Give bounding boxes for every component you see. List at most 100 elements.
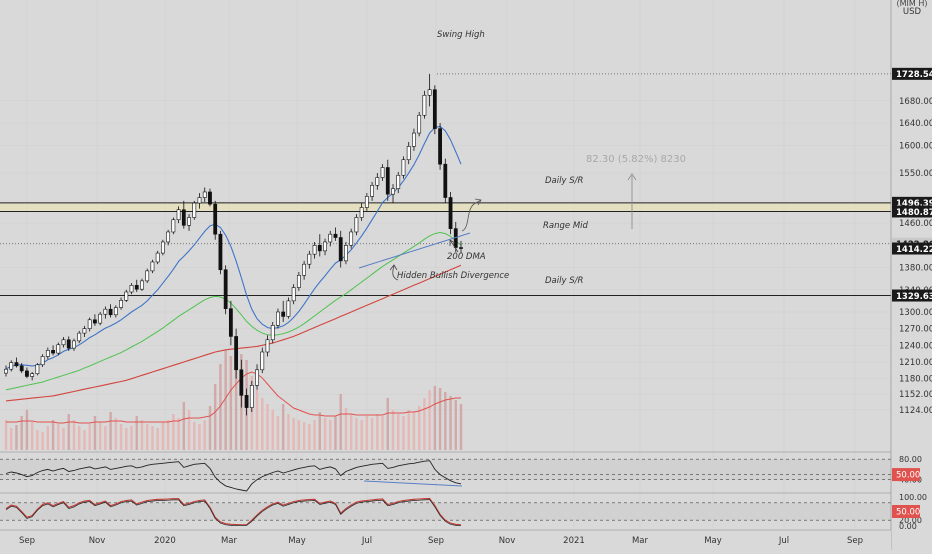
measure-label: 82.30 (5.82%) 8230 [586,154,686,165]
volume-bar [109,412,112,450]
divergence-pointer-head [389,264,398,271]
candle-body [119,300,123,308]
price-badge-label: 1728.54 [896,70,932,80]
volume-bar [57,424,60,450]
volume-bar [208,406,212,450]
candle-body [291,287,296,302]
stoch-axis-tick-label: 20.00 [899,516,922,525]
volume-bar [229,356,233,450]
indicator-badge-label: 50.00 [896,508,920,518]
candle-body [448,197,453,229]
volume-bar [386,398,389,450]
volume-bar [297,420,301,450]
candle-body [276,311,280,326]
volume-bar [146,424,149,450]
volume-bar [349,414,353,450]
volume-bar [98,422,102,450]
candle-body [359,207,364,218]
price-axis-tick-label: 1640.00 [899,119,932,129]
candle-body [307,253,312,265]
volume-bar [365,416,369,450]
volume-bar [104,426,107,450]
volume-bar [444,392,447,450]
volume-bar [308,424,311,450]
time-axis-background [0,530,891,550]
currency-unit: (MIM H) [897,0,928,8]
projection-arrow [461,199,482,232]
time-axis-tick-label: Nov [89,536,106,546]
candle-body [406,146,411,161]
volume-bar [156,428,159,450]
candle-body [98,313,103,324]
candle-body [364,196,369,208]
candle-body [312,245,317,255]
time-axis-tick-label: Mar [632,536,649,546]
divergence-trendline-rsi [363,480,463,487]
volume-bar [130,426,133,450]
volume-ma-line [6,371,461,424]
indicator-badge [892,505,920,518]
volume-bar [433,386,437,450]
volume-bar [391,410,395,450]
candle-body [344,245,348,262]
price-badge-label: 1329.63 [896,292,932,302]
volume-bar [51,420,55,450]
time-axis-tick-label: Sep [428,536,444,546]
ma-50-line [5,231,462,391]
divergence-trendline-price [358,232,471,269]
volume-bar [449,396,452,450]
volume-bar [261,398,264,450]
time-axis-tick-label: Nov [499,536,516,546]
volume-bar [360,420,363,450]
candle-body [270,325,275,341]
candle-body [281,311,286,317]
volume-bar [234,362,238,450]
volume-bar [407,410,410,450]
volume-bar [20,416,23,450]
volume-bar [344,408,348,450]
time-axis-tick-label: Sep [19,536,35,546]
price-axis-tick-label: 1152.00 [899,390,932,400]
ma-200-line [5,264,462,402]
volume-bar [72,420,76,450]
candle-body [66,339,71,349]
candle-body [296,275,301,288]
volume-bar [271,410,274,450]
candle-body [134,285,139,290]
candle-body [317,245,322,252]
time-axis-tick-label: Jul [361,536,372,546]
volume-bar [250,376,254,450]
price-badge-label: 1480.87 [896,208,932,218]
divergence-pointer-arrow [392,265,399,281]
candle-body [181,209,186,226]
candle-body [25,370,29,377]
candle-body [213,203,218,235]
price-axis-tick-label: 1600.00 [899,141,932,151]
stoch-line-k [5,497,462,526]
volume-bar [454,400,457,450]
volume-bar [203,420,206,450]
candle-body [87,319,92,329]
candle-body [82,328,87,334]
candle-body [432,89,437,129]
volume-bar [339,394,342,450]
candle-body [459,247,463,249]
volume-bar [10,428,13,450]
volume-bar [62,428,65,450]
volume-bar [376,414,379,450]
candle-body [166,231,171,243]
candle-body [333,233,338,238]
price-badge [892,205,932,218]
candle-body [171,219,176,233]
time-axis-tick-label: May [704,536,722,546]
volume-bar [428,390,431,450]
candle-body [422,94,427,116]
candle-body [417,114,422,134]
candle-body [338,237,343,262]
candle-body [56,344,61,354]
price-badge [892,289,932,302]
volume-bar [381,416,384,450]
volume-bar [323,418,327,450]
